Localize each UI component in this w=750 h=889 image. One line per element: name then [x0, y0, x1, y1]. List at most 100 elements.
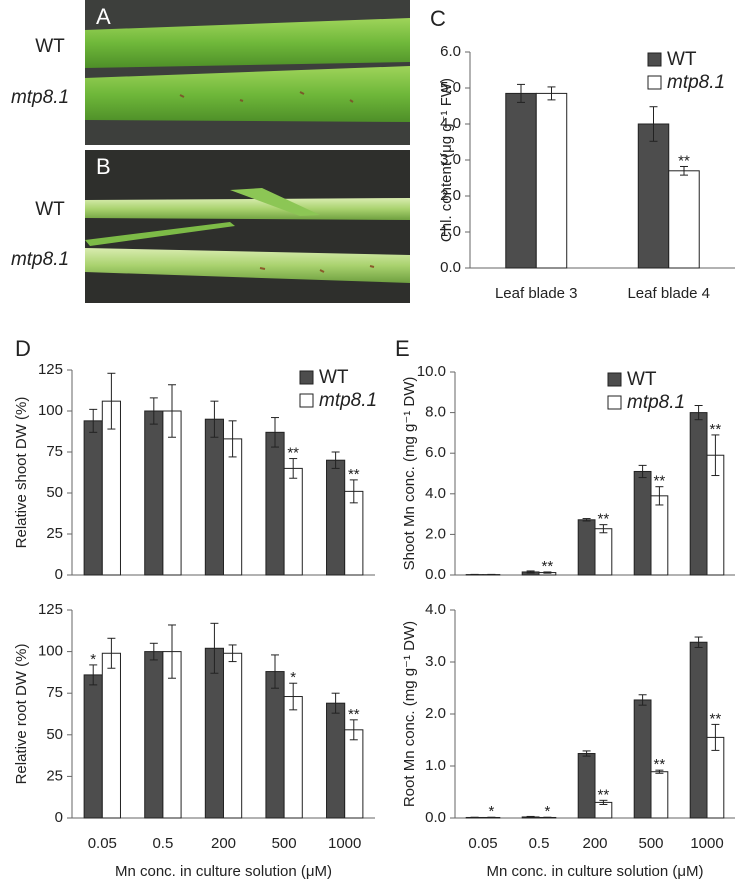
panel-letter: C — [430, 6, 446, 31]
significance: * — [90, 651, 96, 668]
bar — [84, 675, 102, 818]
y-tick-label: 50 — [46, 484, 63, 501]
bar — [345, 730, 363, 818]
legend-label: WT — [667, 49, 697, 70]
y-tick-label: 2.0 — [425, 525, 446, 542]
x-tick-label: 0.5 — [152, 835, 173, 852]
y-tick-label: 0.0 — [425, 809, 446, 826]
bar — [690, 642, 707, 818]
y-tick-label: 100 — [38, 402, 63, 419]
legend-swatch — [608, 373, 621, 386]
y-tick-label: 2.0 — [425, 705, 446, 722]
bar — [266, 432, 284, 575]
x-tick-label: 1000 — [690, 835, 723, 852]
bar — [669, 171, 699, 268]
significance: ** — [710, 710, 722, 727]
y-tick-label: 10.0 — [417, 363, 446, 380]
significance: ** — [542, 558, 554, 575]
bar — [651, 496, 668, 575]
legend-label: mtp8.1 — [627, 392, 685, 413]
legend-swatch — [648, 53, 661, 66]
y-axis-label: Chl. content (μg g⁻¹ FW) — [438, 78, 455, 242]
legend-label: WT — [319, 367, 349, 388]
x-axis-label: Mn conc. in culture solution (μM) — [115, 863, 332, 880]
bar — [284, 697, 302, 818]
y-tick-label: 0 — [55, 566, 63, 583]
y-tick-label: 4.0 — [425, 601, 446, 618]
x-tick-label: Leaf blade 3 — [495, 285, 578, 302]
significance: ** — [598, 786, 610, 803]
legend-label: WT — [627, 369, 657, 390]
bar — [102, 653, 120, 818]
bar — [224, 439, 242, 575]
bar — [145, 411, 163, 575]
y-tick-label: 3.0 — [425, 653, 446, 670]
panel-letter: D — [15, 336, 31, 361]
x-tick-label: Leaf blade 4 — [627, 285, 710, 302]
bar — [578, 520, 595, 575]
significance: ** — [287, 445, 299, 462]
x-tick-label: 0.05 — [88, 835, 117, 852]
bar — [205, 419, 223, 575]
y-tick-label: 125 — [38, 361, 63, 378]
x-tick-label: 200 — [211, 835, 236, 852]
y-tick-label: 6.0 — [425, 444, 446, 461]
bar — [327, 703, 345, 818]
legend-swatch — [608, 396, 621, 409]
bar — [145, 652, 163, 818]
x-tick-label: 1000 — [328, 835, 361, 852]
y-tick-label: 1.0 — [425, 757, 446, 774]
legend-label: mtp8.1 — [667, 72, 725, 93]
significance: ** — [654, 756, 666, 773]
y-axis-label: Relative root DW (%) — [13, 644, 30, 785]
legend-swatch — [300, 371, 313, 384]
bar — [284, 468, 302, 575]
significance: ** — [348, 466, 360, 483]
bar — [634, 700, 651, 818]
photo-label: mtp8.1 — [11, 87, 69, 108]
photo-label: WT — [35, 199, 65, 220]
y-tick-label: 8.0 — [425, 404, 446, 421]
y-tick-label: 50 — [46, 726, 63, 743]
bar — [536, 93, 566, 268]
y-tick-label: 75 — [46, 443, 63, 460]
bar — [327, 460, 345, 575]
photo-label: mtp8.1 — [11, 249, 69, 270]
y-tick-label: 0 — [55, 809, 63, 826]
significance: ** — [678, 152, 690, 169]
bar — [345, 491, 363, 575]
y-tick-label: 0.0 — [440, 259, 461, 276]
significance: ** — [598, 511, 610, 528]
photo-a: A — [85, 0, 410, 145]
photo-label: WT — [35, 36, 65, 57]
x-tick-label: 500 — [638, 835, 663, 852]
legend-swatch — [648, 76, 661, 89]
x-tick-label: 200 — [582, 835, 607, 852]
y-tick-label: 4.0 — [425, 485, 446, 502]
y-axis-label: Shoot Mn conc. (mg g⁻¹ DW) — [401, 377, 418, 571]
x-tick-label: 0.5 — [529, 835, 550, 852]
x-axis-label: Mn conc. in culture solution (μM) — [486, 863, 703, 880]
y-tick-label: 75 — [46, 684, 63, 701]
x-tick-label: 500 — [272, 835, 297, 852]
bar — [690, 413, 707, 575]
y-tick-label: 25 — [46, 525, 63, 542]
bar — [651, 772, 668, 818]
bar — [634, 471, 651, 575]
bar — [224, 653, 242, 818]
x-tick-label: 0.05 — [468, 835, 497, 852]
significance: * — [488, 803, 494, 820]
bar — [506, 93, 536, 268]
y-tick-label: 25 — [46, 767, 63, 784]
legend-label: mtp8.1 — [319, 390, 377, 411]
y-axis-label: Relative shoot DW (%) — [13, 397, 30, 549]
photo-letter: A — [96, 4, 111, 29]
bar — [84, 421, 102, 575]
significance: ** — [710, 421, 722, 438]
y-tick-label: 100 — [38, 643, 63, 660]
significance: ** — [348, 706, 360, 723]
legend-swatch — [300, 394, 313, 407]
bar — [266, 672, 284, 818]
bar — [578, 754, 595, 818]
